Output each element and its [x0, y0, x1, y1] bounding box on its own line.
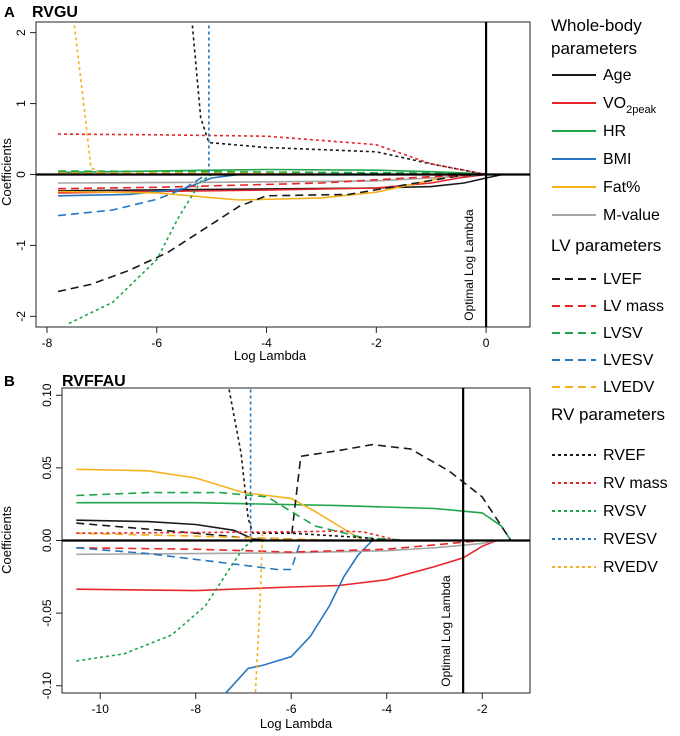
panel-b-xtick-label: -10: [92, 702, 110, 716]
panel-a-ytick-label: 0: [14, 171, 28, 178]
legend-header-lv: LV parameters: [551, 236, 661, 255]
panel-b-series-age-solid: [76, 519, 268, 542]
legend-label-bmi: BMI: [603, 151, 631, 168]
panel-b-ytick-label: 0.05: [40, 456, 54, 480]
legend-label-age: Age: [603, 67, 632, 84]
legend-label-rvsv: RVSV: [603, 503, 647, 520]
panel-a-series-m-value-solid: [57, 173, 487, 184]
legend-label-rvesv: RVESV: [603, 531, 657, 548]
panel-a-xtick-label: -4: [261, 336, 272, 350]
panel-b-ytick-label: 0.10: [40, 383, 54, 407]
panel-a-ytick-label: 1: [14, 100, 28, 107]
panel-a-series-rvsv-short: [68, 173, 213, 325]
legend-label-rv-mass: RV mass: [603, 475, 668, 492]
panel-b-plot: -10 -8 -6 -4 -2 -0.10 -0.05 0.00 0.05 0.10 Optimal…: [40, 383, 530, 716]
panel-a-series-rvedv-short: [73, 25, 103, 176]
panel-b-series-hr-solid: [76, 501, 512, 541]
panel-a-ytick-label: -2: [14, 311, 28, 322]
panel-b-ylabel: Coefficients: [0, 506, 14, 574]
panel-a-optimal-label: Optimal Log Lambda: [462, 209, 476, 321]
panel-b-series-rvef-short: [228, 389, 387, 542]
legend-header-whole-body-2: parameters: [551, 39, 637, 58]
panel-b-ytick-label: -0.10: [40, 672, 54, 700]
panel-a-series-lvef-long: [57, 173, 487, 293]
panel-b-xtick-label: -6: [286, 702, 297, 716]
panel-b-series-rvsv-short: [76, 539, 254, 662]
panel-b-series-rvedv-short: [254, 533, 264, 693]
legend-label-m-value: M-value: [603, 207, 660, 224]
panel-a-ylabel: Coefficients: [0, 138, 14, 206]
legend-label-lv-mass: LV mass: [603, 298, 664, 315]
panel-b-ytick-label: 0.00: [40, 528, 54, 552]
legend-label-vo2peak: VO2peak: [603, 95, 657, 116]
panel-a-series-rv-mass-short: [57, 133, 487, 176]
legend-label-lvsv: LVSV: [603, 325, 643, 342]
legend-header-whole-body-1: Whole-body: [551, 16, 642, 35]
panel-a-series-lv-mass-long: [57, 173, 487, 190]
legend-label-lvef: LVEF: [603, 271, 642, 288]
legend-header-rv: RV parameters: [551, 405, 665, 424]
panel-a-xtick-label: -8: [42, 336, 53, 350]
panel-b-xtick-label: -4: [381, 702, 392, 716]
legend-label-hr: HR: [603, 123, 626, 140]
panel-a-title: RVGU: [32, 4, 78, 21]
panel-b-series-lvesv-long: [76, 539, 316, 571]
panel-b-series-fat-solid: [76, 468, 364, 542]
panel-b-series-vo2peak-solid: [76, 539, 497, 592]
panel-b-xtick-label: -2: [477, 702, 488, 716]
panel-b-xtick-label: -8: [190, 702, 201, 716]
panel-b-series-lv-mass-long: [76, 539, 483, 553]
panel-a-ytick-label: 2: [14, 29, 28, 36]
panel-b-series-bmi-solid: [224, 539, 373, 693]
panel-a-xtick-label: 0: [483, 336, 490, 350]
panel-a-plot: -8 -6 -4 -2 0 -2 -1 0 1 2 Optimal Log Lambda: [14, 22, 530, 350]
panel-b-letter: B: [4, 373, 15, 390]
panel-a-series-rvef-short: [191, 25, 487, 176]
panel-a-letter: A: [4, 4, 15, 21]
panel-b-optimal-label: Optimal Log Lambda: [439, 575, 453, 687]
legend-label-rvef: RVEF: [603, 447, 646, 464]
panel-b-title: RVFFAU: [62, 373, 126, 390]
legend-label-fat: Fat%: [603, 179, 640, 196]
panel-b-ytick-label: -0.05: [40, 599, 54, 627]
legend-label-lvedv: LVEDV: [603, 379, 655, 396]
panel-a-xlabel: Log Lambda: [234, 348, 307, 363]
legend: Whole-body parameters LV parameters RV p…: [551, 16, 668, 576]
panel-b-xlabel: Log Lambda: [260, 716, 333, 731]
legend-items: Age VO2peak HR BMI Fat% M-value LVEF LV mass LVS…: [552, 67, 668, 576]
panel-a-xtick-label: -6: [151, 336, 162, 350]
panel-a-xtick-label: -2: [371, 336, 382, 350]
legend-label-lvesv: LVESV: [603, 352, 654, 369]
panel-b-series-lvsv-long: [76, 491, 411, 542]
panel-a-ytick-label: -1: [14, 240, 28, 251]
panel-b-series-m-value-solid: [76, 539, 497, 556]
legend-label-rvedv: RVEDV: [603, 559, 658, 576]
panel-a-series-hr-solid: [57, 168, 487, 175]
